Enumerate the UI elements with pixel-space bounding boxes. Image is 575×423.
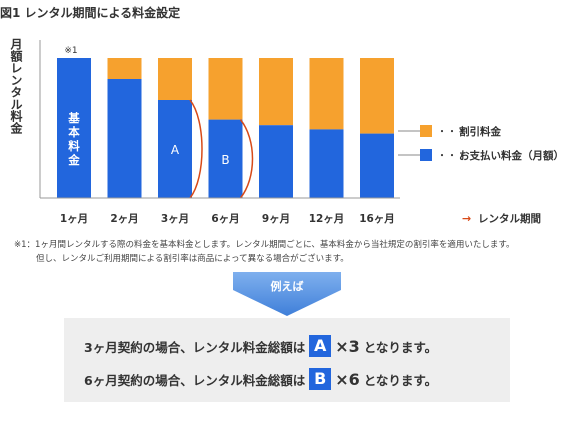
bar-payment bbox=[309, 129, 344, 198]
bar-payment bbox=[158, 100, 192, 198]
bar-discount bbox=[360, 58, 394, 134]
x-tick-label: 6ヶ月 bbox=[211, 213, 239, 225]
example-prefix: 6ヶ月契約の場合、レンタル料金総額は bbox=[84, 372, 306, 388]
bar-discount bbox=[208, 58, 243, 120]
x-tick-label: 3ヶ月 bbox=[161, 213, 189, 225]
multiplier: ×6 bbox=[335, 369, 360, 389]
annotation-mark: ※1 bbox=[64, 46, 77, 56]
base-fee-label: 金 bbox=[67, 153, 80, 167]
bar-payment bbox=[107, 79, 142, 198]
right-arrow-icon: → bbox=[462, 212, 471, 225]
legend-label: 割引料金 bbox=[459, 125, 501, 138]
x-axis-label: レンタル期間 bbox=[478, 212, 541, 225]
base-fee-label: 基 bbox=[67, 111, 80, 125]
bracket-curve bbox=[189, 99, 203, 199]
example-banner: 例えば bbox=[233, 272, 341, 316]
bar-payment bbox=[57, 58, 91, 198]
footnote-line-2: 但し、レンタルご利用期間による割引率は商品によって異なる場合がございます。 bbox=[36, 254, 349, 264]
examples-box: 3ヶ月契約の場合、レンタル料金総額は A ×3 となります。 6ヶ月契約の場合、… bbox=[64, 318, 510, 402]
bar-label: A bbox=[171, 143, 180, 157]
legend-dots: ・・・ bbox=[437, 151, 467, 162]
example-suffix: となります。 bbox=[363, 372, 438, 388]
letter-badge-b: B bbox=[309, 368, 332, 390]
bracket-curve bbox=[239, 119, 254, 199]
x-tick-label: 16ヶ月 bbox=[359, 213, 395, 225]
x-tick-label: 9ヶ月 bbox=[262, 213, 290, 225]
example-banner-label: 例えば bbox=[270, 280, 304, 293]
bar-discount bbox=[309, 58, 344, 130]
x-tick-label: 1ヶ月 bbox=[60, 213, 88, 225]
figure-title: 図1 レンタル期間による料金設定 bbox=[0, 6, 181, 20]
bar-payment bbox=[208, 119, 243, 198]
down-arrow-icon bbox=[233, 272, 341, 316]
bar-payment bbox=[259, 125, 293, 198]
footnote-line-1: ※1：1ヶ月間レンタルする際の料金を基本料金とします。レンタル期間ごとに、基本料… bbox=[14, 240, 515, 250]
bar-payment bbox=[360, 133, 394, 198]
x-tick-label: 2ヶ月 bbox=[110, 213, 138, 225]
example-prefix: 3ヶ月契約の場合、レンタル料金総額は bbox=[84, 339, 306, 355]
legend-swatch bbox=[420, 125, 432, 137]
bar-discount bbox=[259, 58, 293, 126]
letter-badge-a: A bbox=[309, 335, 332, 357]
base-fee-label: 本 bbox=[68, 125, 80, 139]
example-suffix: となります。 bbox=[363, 339, 438, 355]
legend-label: お支払い料金（月額） bbox=[459, 149, 564, 162]
multiplier: ×3 bbox=[335, 336, 360, 356]
legend-dots: ・・・ bbox=[437, 127, 467, 138]
base-fee-label: 料 bbox=[68, 139, 80, 153]
bar-discount bbox=[158, 58, 192, 100]
bar-label: B bbox=[221, 153, 229, 167]
legend-swatch bbox=[420, 149, 432, 161]
example-6-month: 6ヶ月契約の場合、レンタル料金総額は B ×6 となります。 bbox=[84, 368, 437, 390]
y-axis-label: 月額レンタル料金 bbox=[9, 38, 23, 134]
example-3-month: 3ヶ月契約の場合、レンタル料金総額は A ×3 となります。 bbox=[84, 335, 437, 357]
bar-discount bbox=[107, 58, 142, 79]
x-tick-label: 12ヶ月 bbox=[309, 213, 345, 225]
